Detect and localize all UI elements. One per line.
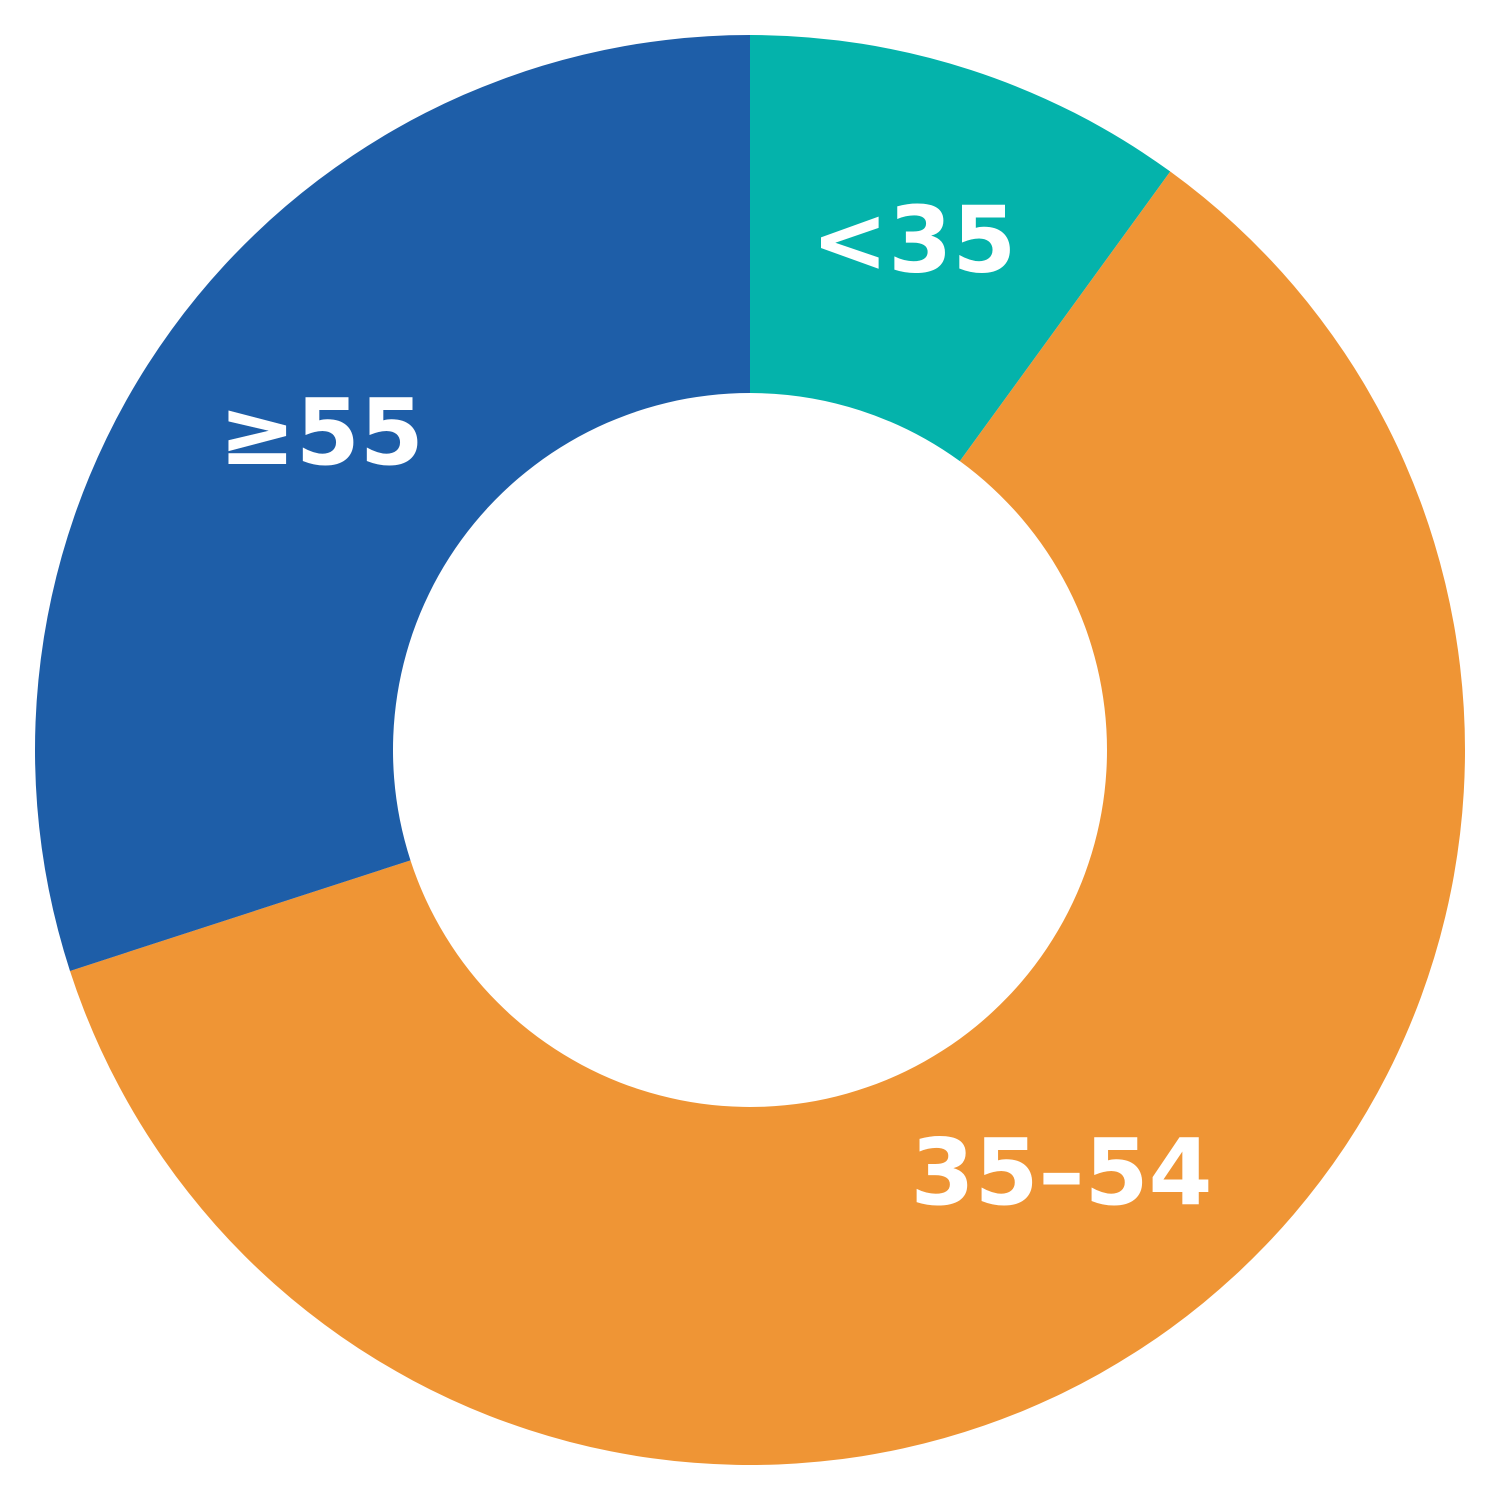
segment-label: 35–54 bbox=[910, 1119, 1212, 1226]
donut-segment bbox=[34, 35, 751, 971]
donut-segment bbox=[750, 35, 1171, 462]
segment-label: <35 bbox=[811, 186, 1016, 293]
donut-segment bbox=[69, 171, 1465, 1466]
segment-label: ≥55 bbox=[219, 379, 424, 486]
